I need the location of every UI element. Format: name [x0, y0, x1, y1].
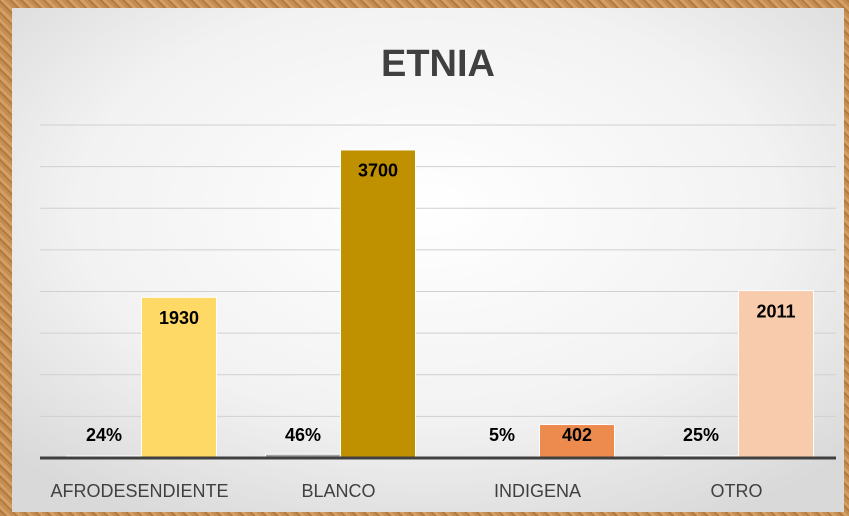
data-label: 1930	[159, 308, 199, 328]
bar	[738, 290, 814, 459]
chart-title: ETNIA	[381, 43, 495, 85]
x-tick-label: BLANCO	[301, 481, 375, 501]
data-label: 24%	[86, 425, 122, 445]
bar	[340, 149, 416, 459]
bar	[141, 296, 217, 459]
data-label: 402	[562, 425, 592, 445]
data-label: 25%	[683, 425, 719, 445]
data-label: 5%	[489, 425, 515, 445]
x-tick-label: OTRO	[711, 481, 763, 501]
x-tick-label: AFRODESENDIENTE	[50, 481, 228, 501]
bar	[539, 424, 615, 459]
data-label: 2011	[756, 301, 795, 321]
data-label: 3700	[358, 161, 398, 181]
x-tick-label: INDIGENA	[494, 481, 581, 501]
data-label: 46%	[285, 425, 321, 445]
